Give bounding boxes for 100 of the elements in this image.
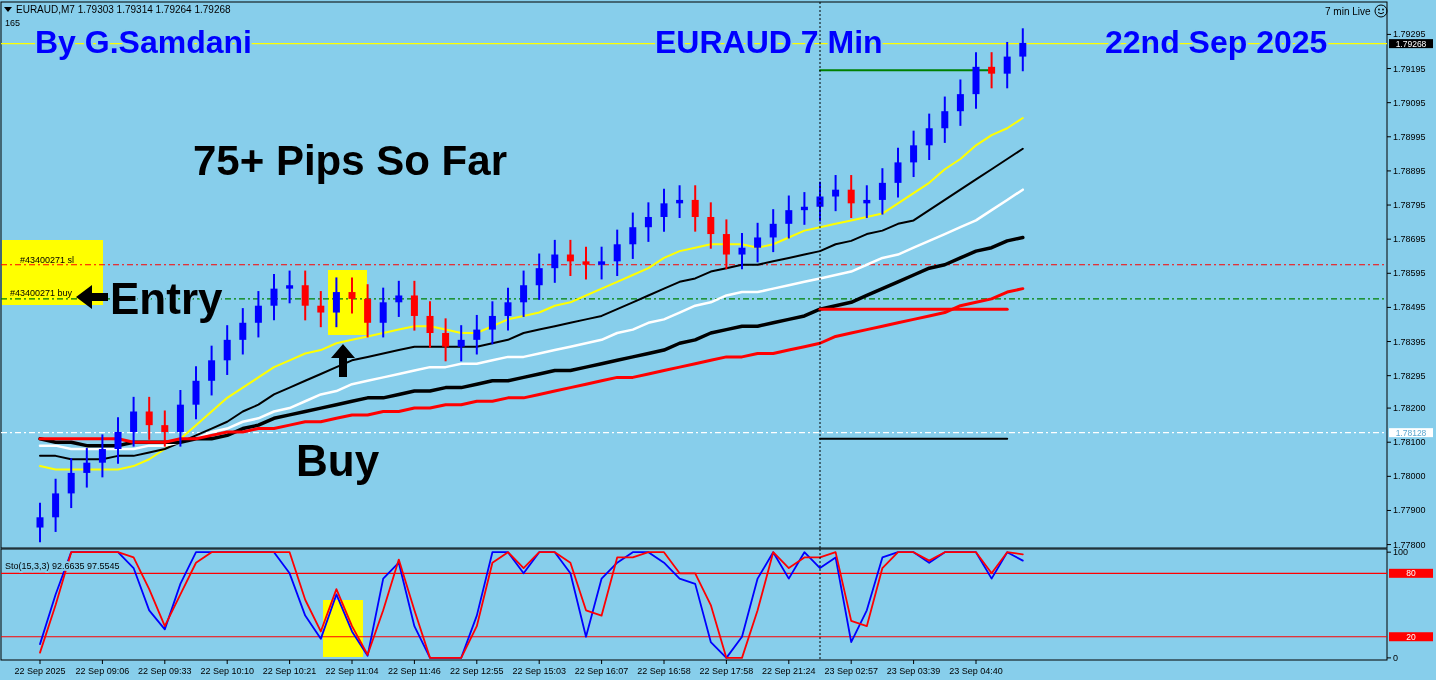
candlestick xyxy=(36,502,44,543)
x-tick-label: 22 Sep 09:33 xyxy=(138,666,192,676)
candlestick xyxy=(644,202,652,242)
text: 165 xyxy=(5,18,21,28)
x-tick-label: 22 Sep 2025 xyxy=(14,666,66,676)
candlestick xyxy=(442,318,450,362)
annotation: Entry xyxy=(110,274,223,323)
candlestick xyxy=(52,478,60,532)
y-tick-label: 1.77800 xyxy=(1393,539,1426,550)
candlestick xyxy=(629,212,637,259)
candlestick xyxy=(894,147,902,198)
candlestick xyxy=(457,325,465,362)
y-tick-label: 1.78895 xyxy=(1393,165,1426,176)
x-tick-label: 22 Sep 15:03 xyxy=(512,666,566,676)
candlestick xyxy=(925,113,933,160)
candlestick xyxy=(738,233,746,270)
ref-line-label: 80 xyxy=(1406,568,1416,579)
candlestick xyxy=(130,396,138,447)
annotation: EURAUD,M7 1.79303 1.79314 1.79264 1.79268 xyxy=(16,4,232,15)
candlestick xyxy=(410,280,418,331)
y-tick-label: 1.78695 xyxy=(1393,234,1426,245)
y-tick-label: 1.77900 xyxy=(1393,505,1426,516)
candlestick xyxy=(332,277,340,328)
candlestick xyxy=(67,458,75,509)
y-tick-label: 100 xyxy=(1393,547,1409,558)
candlestick xyxy=(504,287,512,331)
x-tick-label: 22 Sep 17:58 xyxy=(699,666,754,676)
annotation: 75+ Pips So Far xyxy=(193,137,507,184)
y-tick-label: 1.78200 xyxy=(1393,403,1426,414)
candlestick xyxy=(551,239,559,283)
ref-line-label: 20 xyxy=(1406,631,1416,642)
y-tick-label: 1.78000 xyxy=(1393,471,1426,482)
candlestick xyxy=(270,274,278,321)
candlestick xyxy=(317,291,325,328)
candlestick xyxy=(691,185,699,232)
x-tick-label: 22 Sep 10:10 xyxy=(200,666,254,676)
annotation: #43400271 buy xyxy=(10,288,73,298)
candlestick xyxy=(832,175,840,212)
candlestick xyxy=(192,366,200,420)
x-tick-label: 22 Sep 11:04 xyxy=(325,666,379,676)
candlestick xyxy=(988,52,996,89)
candlestick xyxy=(239,308,247,355)
candlestick xyxy=(301,270,309,321)
candlestick xyxy=(613,229,621,276)
candlestick xyxy=(878,168,886,215)
candlestick xyxy=(395,280,403,317)
candlestick xyxy=(114,417,122,464)
candlestick xyxy=(379,287,387,338)
candlestick xyxy=(348,277,356,314)
x-tick-label: 22 Sep 12:55 xyxy=(450,666,504,676)
y-tick-label: 1.79095 xyxy=(1393,97,1426,108)
candlestick xyxy=(254,291,262,338)
candlestick xyxy=(208,345,216,396)
candlestick xyxy=(769,209,777,253)
candlestick xyxy=(286,270,294,304)
y-tick-label: 1.79195 xyxy=(1393,63,1426,74)
annotation: Buy xyxy=(296,436,380,485)
candlestick xyxy=(1019,28,1027,72)
y-tick-label: 1.78100 xyxy=(1393,437,1426,448)
candlestick xyxy=(910,130,918,178)
candlestick xyxy=(1003,41,1011,89)
candlestick xyxy=(488,301,496,345)
candlestick xyxy=(426,301,434,348)
candlestick xyxy=(754,222,762,263)
x-tick-label: 22 Sep 09:06 xyxy=(75,666,130,676)
x-tick-label: 22 Sep 10:21 xyxy=(262,666,317,676)
x-tick-label: 22 Sep 16:58 xyxy=(637,666,691,676)
annotation: #43400271 sl xyxy=(20,255,75,265)
candlestick xyxy=(98,434,106,478)
x-tick-label: 23 Sep 03:39 xyxy=(886,666,941,676)
candlestick xyxy=(785,195,793,239)
candlestick xyxy=(83,448,91,488)
candlestick xyxy=(223,325,231,375)
candlestick xyxy=(941,96,949,143)
candlestick xyxy=(956,79,964,126)
candlestick xyxy=(520,270,528,317)
candlestick xyxy=(473,314,481,355)
y-tick-label: 1.78795 xyxy=(1393,200,1426,211)
y-tick-label: 1.78395 xyxy=(1393,336,1426,347)
candlestick xyxy=(145,396,153,440)
y-tick-label: 1.78495 xyxy=(1393,302,1426,313)
candlestick xyxy=(535,253,543,300)
candlestick xyxy=(364,284,372,338)
y-tick-label: 1.78295 xyxy=(1393,370,1426,381)
y-tick-label: 0 xyxy=(1393,652,1399,663)
x-tick-label: 23 Sep 04:40 xyxy=(949,666,1003,676)
x-tick-label: 22 Sep 21:24 xyxy=(762,666,816,676)
text: 7 min Live xyxy=(1325,6,1372,17)
candlestick xyxy=(660,188,668,232)
candlestick xyxy=(847,175,855,218)
y-tick-label: 1.78995 xyxy=(1393,131,1426,142)
y-tick-label: 1.78595 xyxy=(1393,268,1426,279)
candlestick xyxy=(707,202,715,249)
x-tick-label: 23 Sep 02:57 xyxy=(824,666,878,676)
x-tick-label: 22 Sep 16:07 xyxy=(574,666,629,676)
ref-line-label: 1.79268 xyxy=(1395,38,1427,49)
ref-line-label: 1.78128 xyxy=(1395,427,1427,438)
candlestick xyxy=(598,246,606,280)
y-tick-label: 1.79295 xyxy=(1393,29,1426,40)
x-tick-label: 22 Sep 11:46 xyxy=(387,666,441,676)
